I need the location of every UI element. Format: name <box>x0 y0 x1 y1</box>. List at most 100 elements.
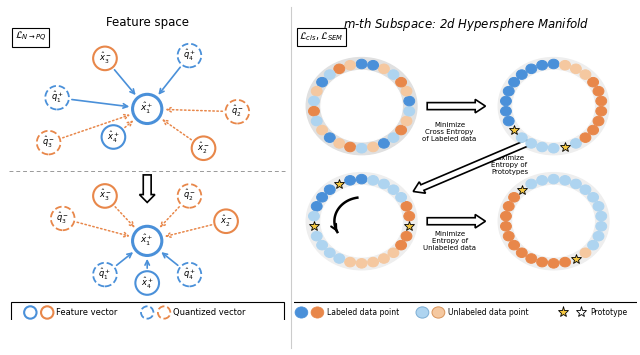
FancyArrow shape <box>413 140 529 193</box>
Circle shape <box>596 211 607 221</box>
Text: $\hat{q}_2^-$: $\hat{q}_2^-$ <box>183 189 196 203</box>
Text: $\hat{q}_4^+$: $\hat{q}_4^+$ <box>183 267 196 282</box>
Circle shape <box>588 240 598 250</box>
Circle shape <box>537 176 548 185</box>
Text: $\hat{x}_4^+$: $\hat{x}_4^+$ <box>107 130 120 144</box>
Circle shape <box>378 139 389 148</box>
Circle shape <box>388 248 399 257</box>
Text: $\hat{q}_2^-$: $\hat{q}_2^-$ <box>231 104 244 119</box>
Text: $\hat{x}_4^+$: $\hat{x}_4^+$ <box>141 275 154 290</box>
Circle shape <box>500 96 511 106</box>
Text: Maximize
Entropy of
Prototypes: Maximize Entropy of Prototypes <box>492 155 529 175</box>
Circle shape <box>580 70 591 80</box>
Circle shape <box>509 240 520 250</box>
Circle shape <box>345 176 356 185</box>
Text: Minimize
Cross Entropy
of Labeled data: Minimize Cross Entropy of Labeled data <box>422 121 477 142</box>
Circle shape <box>588 125 598 135</box>
Circle shape <box>559 257 570 267</box>
Circle shape <box>548 174 559 184</box>
Circle shape <box>321 186 403 257</box>
Circle shape <box>356 143 367 153</box>
Text: $\hat{q}_1^+$: $\hat{q}_1^+$ <box>99 267 111 282</box>
Circle shape <box>548 143 559 153</box>
Circle shape <box>324 248 335 257</box>
Circle shape <box>499 58 609 155</box>
Text: Labeled data point: Labeled data point <box>327 308 399 317</box>
Circle shape <box>317 125 328 135</box>
Circle shape <box>537 142 548 152</box>
Circle shape <box>500 106 511 116</box>
Circle shape <box>499 173 609 270</box>
Circle shape <box>396 240 406 250</box>
Circle shape <box>345 257 356 267</box>
Circle shape <box>401 86 412 96</box>
Circle shape <box>311 307 324 318</box>
Circle shape <box>334 254 345 263</box>
Circle shape <box>317 77 328 87</box>
Circle shape <box>367 60 378 70</box>
Circle shape <box>500 222 511 231</box>
Circle shape <box>356 59 367 69</box>
Circle shape <box>548 59 559 69</box>
Circle shape <box>416 307 429 318</box>
Circle shape <box>432 307 445 318</box>
Text: $\hat{x}_1^+$: $\hat{x}_1^+$ <box>140 102 154 116</box>
Circle shape <box>509 192 520 202</box>
Circle shape <box>324 70 335 80</box>
Circle shape <box>513 70 595 142</box>
Circle shape <box>388 70 399 80</box>
Circle shape <box>404 96 415 106</box>
Circle shape <box>388 133 399 142</box>
Text: Feature space: Feature space <box>106 16 189 29</box>
Circle shape <box>396 77 406 87</box>
Circle shape <box>367 257 378 267</box>
Text: $\hat{x}_2^-$: $\hat{x}_2^-$ <box>220 214 232 229</box>
Circle shape <box>596 106 607 116</box>
Circle shape <box>580 185 591 195</box>
Circle shape <box>596 222 607 231</box>
Text: Unlabeled data point: Unlabeled data point <box>448 308 529 317</box>
Circle shape <box>503 86 514 96</box>
Circle shape <box>367 142 378 152</box>
Circle shape <box>526 139 537 148</box>
Circle shape <box>308 96 319 106</box>
Circle shape <box>345 60 356 70</box>
Circle shape <box>537 60 548 70</box>
Circle shape <box>311 202 322 211</box>
Text: $\mathcal{L}_{cls}, \mathcal{L}_{SEM}$: $\mathcal{L}_{cls}, \mathcal{L}_{SEM}$ <box>300 30 344 43</box>
Circle shape <box>378 64 389 73</box>
Text: $\hat{q}_4^+$: $\hat{q}_4^+$ <box>183 48 196 63</box>
Circle shape <box>548 258 559 268</box>
Circle shape <box>588 192 598 202</box>
Text: $\mathcal{L}_{N\rightarrow PQ}$: $\mathcal{L}_{N\rightarrow PQ}$ <box>15 30 46 44</box>
Circle shape <box>526 179 537 189</box>
Circle shape <box>367 176 378 185</box>
Circle shape <box>516 248 527 257</box>
Circle shape <box>401 202 412 211</box>
Circle shape <box>593 231 604 241</box>
FancyArrow shape <box>140 175 155 202</box>
Circle shape <box>593 86 604 96</box>
Circle shape <box>537 257 548 267</box>
Circle shape <box>516 133 527 142</box>
Circle shape <box>500 211 511 221</box>
Circle shape <box>570 179 581 189</box>
Circle shape <box>295 307 308 318</box>
Circle shape <box>324 185 335 195</box>
Circle shape <box>378 254 389 263</box>
Circle shape <box>559 176 570 185</box>
Circle shape <box>396 192 406 202</box>
Circle shape <box>311 116 322 126</box>
Circle shape <box>317 192 328 202</box>
Circle shape <box>526 64 537 73</box>
Text: $\hat{x}_3^-$: $\hat{x}_3^-$ <box>99 189 111 203</box>
Circle shape <box>356 174 367 184</box>
Circle shape <box>513 186 595 257</box>
Circle shape <box>388 185 399 195</box>
Circle shape <box>307 173 417 270</box>
Circle shape <box>404 106 415 116</box>
Circle shape <box>311 86 322 96</box>
Circle shape <box>559 60 570 70</box>
Text: $\hat{x}_2^-$: $\hat{x}_2^-$ <box>197 141 210 156</box>
FancyArrow shape <box>428 214 486 228</box>
